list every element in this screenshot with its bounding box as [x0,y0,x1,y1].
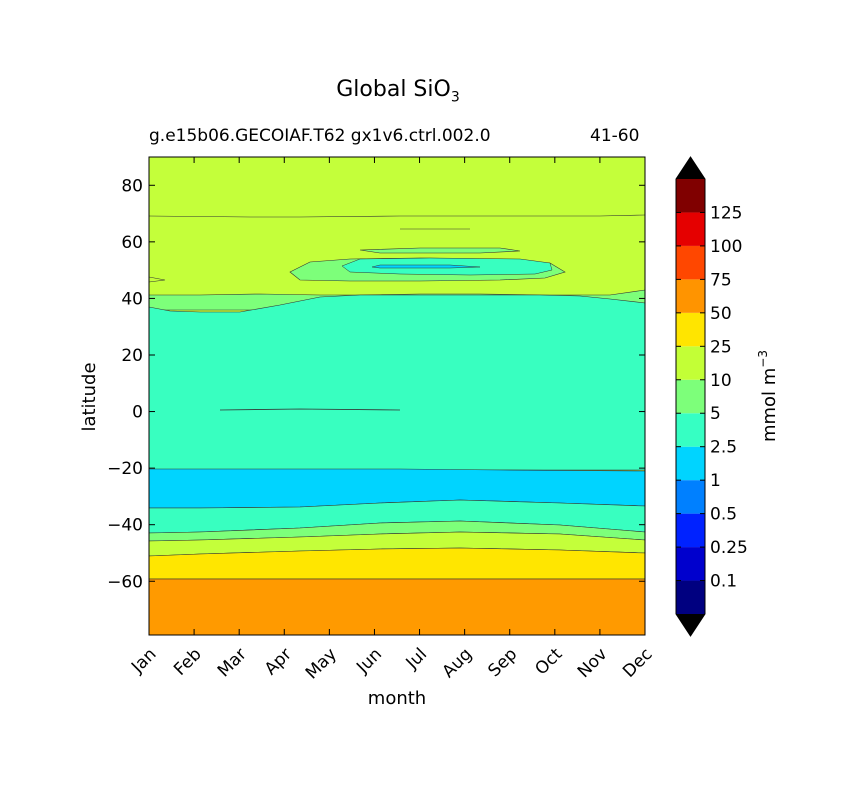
band-orange-southern-ocean [149,578,645,635]
colorbar-segment [676,379,705,414]
colorbar-extend-low [676,614,705,636]
colorbar: 0.1 0.25 0.5 1 2.5 5 10 25 50 75 100 125 [675,156,748,637]
y-tick-label: 60 [121,233,143,253]
colorbar-level-label: 5 [710,404,721,424]
colorbar-level-label: 0.5 [710,505,737,525]
x-tick-label: Nov [574,644,612,682]
colorbar-level-label: 50 [710,304,732,324]
contour-equator-line [219,408,401,411]
x-tick-label: Aug [439,644,477,682]
colorbar-level-label: 25 [710,337,732,357]
contour-line-46n [149,276,166,283]
colorbar-segment [676,580,705,614]
colorbar-label: mmol m−3 [756,350,780,442]
colorbar-level-label: 100 [710,237,742,257]
colorbar-segment [676,446,705,481]
year-range-subtitle: 41-60 [590,126,640,146]
colorbar-segment [676,513,705,548]
x-tick-label: Oct [531,644,566,679]
plot-area [149,157,645,635]
x-tick-label: Sep [484,644,521,681]
y-tick-label: −40 [107,516,143,536]
x-tick-label: Mar [214,644,251,681]
colorbar-segment [676,312,705,347]
colorbar-segment [676,245,705,280]
colorbar-level-label: 125 [710,203,742,223]
x-tick-label: Dec [619,644,656,681]
x-tick-label: Jul [402,644,431,673]
band-cyan-tropics [149,294,645,471]
x-tick-label: Jan [127,644,160,677]
colorbar-outline [675,156,706,637]
colorbar-segment [676,179,705,213]
plot-frame [148,156,646,636]
y-axis-label: latitude [79,362,100,431]
colorbar-segment [676,480,705,514]
colorbar-segment [676,547,705,581]
band-blue-north-pacific [371,264,481,269]
colorbar-segment [676,212,705,246]
x-axis-label: month [368,688,426,709]
colorbar-segment [676,279,705,313]
y-tick-label: −20 [107,459,143,479]
run-name-subtitle: g.e15b06.GECOIAF.T62 gx1v6.ctrl.002.0 [149,126,491,146]
colorbar-level-label: 10 [710,371,732,391]
contour-line-57n [359,247,521,254]
colorbar-level-label: 0.1 [710,572,737,592]
y-tick-label: 80 [121,176,143,196]
x-tick-label: Jun [352,644,386,678]
x-tick-label: Feb [170,644,205,679]
x-tick-label: Apr [261,644,296,679]
chart-title: Global SiO3 [336,77,460,106]
colorbar-level-label: 75 [710,270,732,290]
colorbar-level-label: 0.25 [710,538,748,558]
y-axis: 80 60 40 20 0 −20 −40 −60 [107,176,645,592]
x-tick-label: May [302,644,341,683]
y-tick-label: 40 [121,289,143,309]
colorbar-segment [676,346,705,380]
y-tick-label: 0 [132,403,143,423]
contour-line-68n [149,214,645,218]
colorbar-extend-high [676,157,705,179]
colorbar-level-label: 2.5 [710,438,737,458]
colorbar-segment [676,413,705,447]
y-tick-label: 20 [121,346,143,366]
colorbar-level-label: 1 [710,471,721,491]
y-tick-label: −60 [107,572,143,592]
